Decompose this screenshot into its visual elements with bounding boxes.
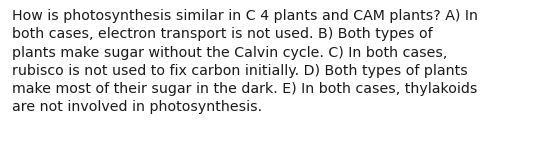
Text: How is photosynthesis similar in C 4 plants and CAM plants? A) In
both cases, el: How is photosynthesis similar in C 4 pla…: [12, 9, 478, 114]
